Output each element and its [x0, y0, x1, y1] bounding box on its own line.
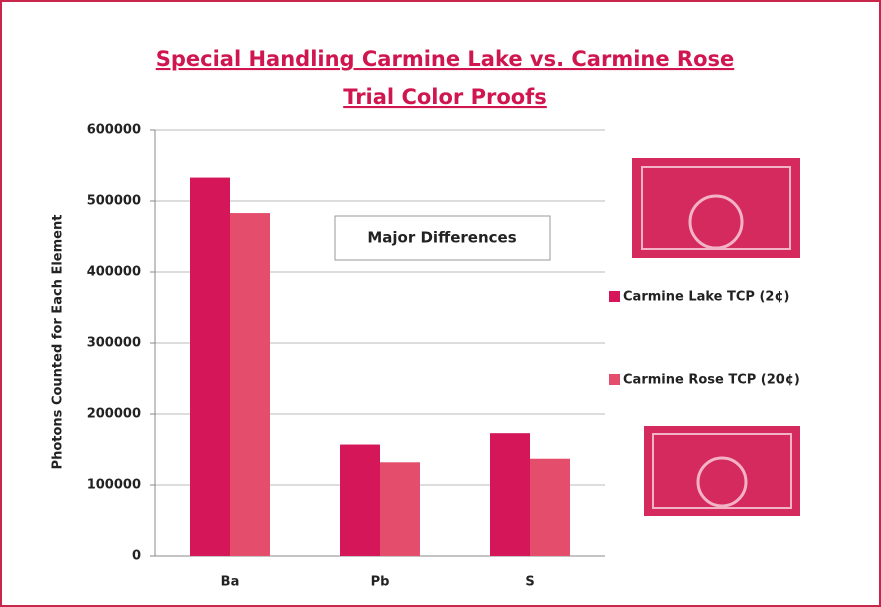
legend-swatch: [609, 291, 620, 302]
stamp-image: [632, 158, 800, 258]
y-axis-label: Photons Counted for Each Element: [51, 215, 66, 470]
bar: [340, 445, 380, 556]
bar: [380, 462, 420, 556]
legend-swatch: [609, 374, 620, 385]
bar: [530, 459, 570, 556]
x-tick-label: Ba: [221, 575, 240, 590]
y-tick-label: 400000: [87, 265, 141, 280]
chart-title: Special Handling Carmine Lake vs. Carmin…: [156, 47, 735, 71]
stamp: [644, 426, 800, 516]
stamp-image: [644, 426, 800, 516]
y-tick-label: 500000: [87, 194, 141, 209]
bar: [490, 433, 530, 556]
bar: [230, 213, 270, 556]
chart-title: Trial Color Proofs: [343, 85, 547, 109]
y-tick-label: 300000: [87, 336, 141, 351]
legend-label: Carmine Rose TCP (20¢): [623, 373, 800, 388]
annotation: Major Differences: [367, 229, 516, 247]
y-tick-label: 0: [132, 549, 141, 564]
x-tick-label: Pb: [371, 575, 390, 590]
y-tick-label: 100000: [87, 478, 141, 493]
legend-label: Carmine Lake TCP (2¢): [623, 290, 789, 305]
stamp: [632, 158, 800, 258]
x-tick-label: S: [525, 575, 534, 590]
bar: [190, 178, 230, 556]
y-tick-label: 200000: [87, 407, 141, 422]
y-tick-label: 600000: [87, 123, 141, 138]
chart: Special Handling Carmine Lake vs. Carmin…: [0, 0, 881, 607]
